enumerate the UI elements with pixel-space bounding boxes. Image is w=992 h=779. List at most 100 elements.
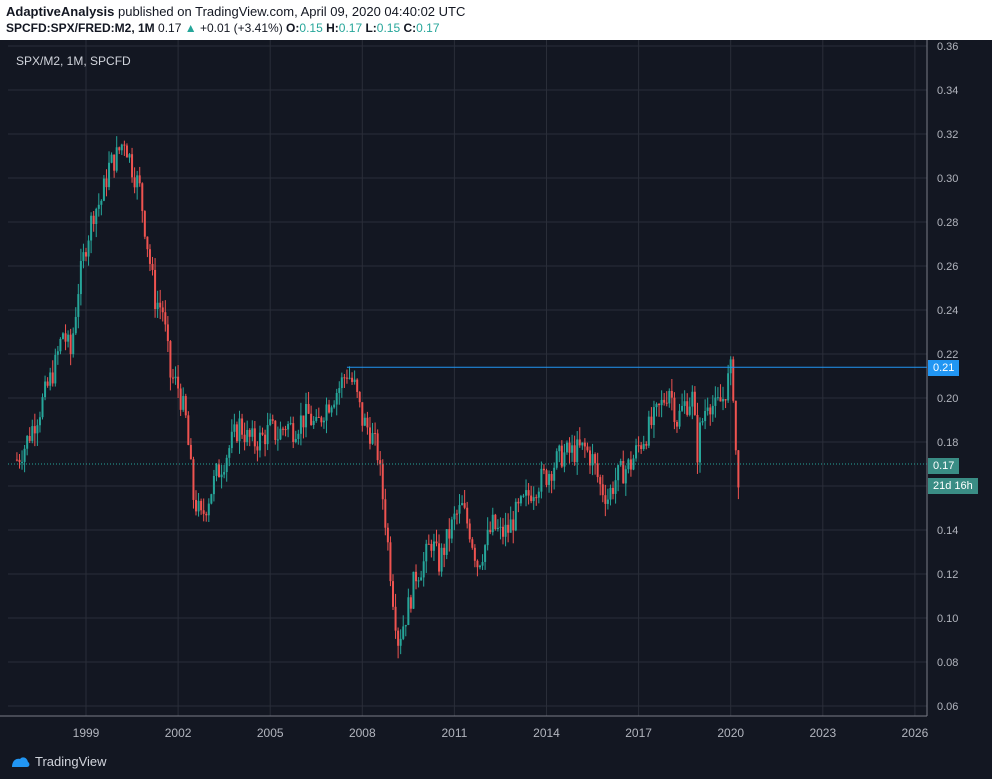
candle-body-up [233, 424, 236, 432]
candle-body-down [271, 419, 274, 421]
candle-body-up [44, 381, 47, 398]
candle-body-up [678, 410, 681, 427]
candle-body-down [443, 547, 446, 555]
candle-body-down [517, 501, 520, 504]
published-text: published on TradingView.com, April 09, … [118, 4, 466, 19]
candle-body-down [502, 526, 505, 537]
candle-body-down [105, 178, 108, 188]
candle-body-down [527, 490, 530, 496]
candle-body-down [328, 404, 331, 413]
candle-body-down [686, 401, 689, 415]
candle-body-up [548, 474, 551, 485]
chart-pane[interactable]: 0.060.080.100.120.140.160.180.200.220.24… [0, 40, 992, 748]
symbol-ohlc-line: SPCFD:SPX/FRED:M2, 1M 0.17 ▲ +0.01 (+3.4… [6, 21, 440, 35]
candle-body-up [563, 452, 566, 467]
symbol-name[interactable]: SPCFD:SPX/FRED:M2, 1M [6, 21, 155, 35]
y-tick-label: 0.28 [937, 217, 958, 229]
candle-body-up [714, 397, 717, 406]
candle-body-down [737, 450, 740, 488]
candle-body-down [663, 399, 666, 403]
candle-body-up [404, 625, 407, 627]
candle-body-up [445, 529, 448, 555]
y-tick-label: 0.06 [937, 701, 958, 713]
candle-body-up [522, 495, 525, 497]
candle-body-down [164, 312, 167, 325]
candle-body-down [248, 429, 251, 437]
candle-body-up [100, 200, 103, 205]
candle-body-up [412, 571, 415, 609]
candle-body-down [284, 429, 287, 431]
candle-body-up [635, 445, 638, 459]
candle-body-down [133, 177, 136, 188]
candle-body-up [660, 399, 663, 406]
candle-body-down [494, 514, 497, 529]
candle-body-up [727, 373, 730, 401]
candle-body-up [340, 377, 343, 389]
candle-body-up [655, 403, 658, 408]
candle-body-up [484, 545, 487, 562]
open-label: O: [286, 21, 300, 35]
last-price: 0.17 [158, 21, 182, 35]
candle-body-down [586, 446, 589, 451]
candle-body-up [399, 638, 402, 646]
candle-body-up [315, 416, 318, 421]
candle-body-down [384, 499, 387, 528]
y-tick-label: 0.34 [937, 85, 958, 97]
candle-body-down [64, 333, 67, 342]
candle-body-down [159, 302, 162, 308]
candle-body-down [468, 523, 471, 540]
candle-body-down [28, 436, 31, 441]
candle-body-down [542, 468, 545, 471]
candle-body-up [647, 416, 650, 446]
candle-body-down [187, 415, 190, 445]
candle-body-up [617, 465, 620, 481]
candle-body-down [438, 543, 441, 572]
bar-countdown-tag: 21d 16h [928, 478, 978, 494]
candle-body-down [719, 397, 722, 402]
candle-body-down [381, 464, 384, 500]
candle-body-down [568, 442, 571, 453]
candle-body-down [113, 154, 116, 171]
candle-body-up [276, 439, 279, 441]
candle-body-up [312, 420, 315, 426]
candle-body-up [266, 425, 269, 445]
x-tick-label: 2014 [533, 726, 560, 740]
candle-body-down [670, 390, 673, 398]
candle-body-up [61, 333, 64, 339]
candle-body-down [85, 252, 87, 257]
candle-body-up [422, 561, 425, 578]
candle-body-down [18, 459, 21, 462]
candle-body-down [622, 461, 625, 484]
candle-body-down [202, 510, 205, 514]
candle-body-down [507, 524, 510, 533]
x-tick-label: 2017 [625, 726, 652, 740]
tradingview-brand[interactable]: TradingView [10, 754, 107, 769]
candle-body-down [123, 144, 126, 146]
candle-body-up [440, 547, 443, 572]
candle-body-up [363, 417, 366, 426]
candle-body-up [102, 178, 105, 201]
candle-body-up [197, 500, 200, 512]
candle-body-up [49, 372, 52, 386]
candle-body-down [415, 571, 418, 582]
candle-body-down [317, 416, 320, 418]
candle-body-up [59, 338, 62, 352]
price-chart[interactable]: 0.060.080.100.120.140.160.180.200.220.24… [0, 40, 992, 748]
candle-body-up [269, 419, 272, 426]
change-up-icon: ▲ [184, 21, 197, 35]
candle-body-up [174, 376, 177, 379]
candle-body-up [74, 316, 77, 334]
candle-body-up [246, 429, 249, 443]
candle-body-up [417, 580, 420, 582]
candle-body-down [138, 175, 141, 184]
candle-body-down [578, 439, 581, 446]
candle-body-down [386, 527, 389, 543]
candle-body-up [325, 404, 328, 421]
candle-body-down [169, 341, 172, 378]
candle-body-up [688, 406, 691, 415]
candle-body-up [716, 397, 719, 399]
candle-body-down [243, 434, 246, 443]
author-name[interactable]: AdaptiveAnalysis [6, 4, 115, 19]
candle-body-down [594, 454, 597, 464]
candle-body-down [512, 519, 515, 531]
